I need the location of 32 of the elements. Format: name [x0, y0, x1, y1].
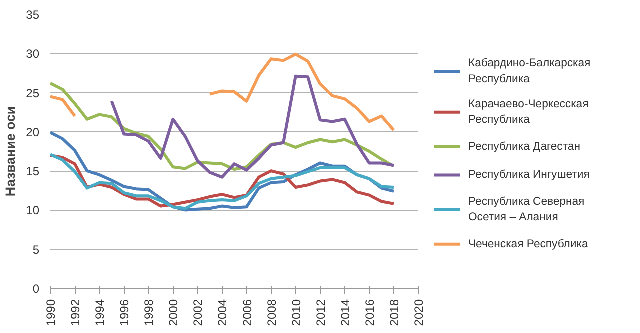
- x-tick-label: 2004: [216, 299, 230, 326]
- legend-label: Республика Северная Осетия – Алания: [468, 196, 585, 224]
- x-tick-label: 2016: [362, 299, 377, 326]
- legend-label: Карачаево-Черкесская Республика: [468, 98, 589, 126]
- legend-label: Республика Ингушетия: [468, 169, 590, 182]
- y-tick-label: 35: [26, 8, 40, 22]
- y-tick-label: 0: [32, 282, 40, 296]
- legend-label: Республика Дагестан: [468, 140, 580, 153]
- x-tick-label: 2002: [191, 299, 206, 326]
- legend-label: Кабардино-Балкарская Республика: [468, 58, 591, 86]
- x-tick-label: 2018: [387, 299, 402, 326]
- y-axis-title: Название оси: [3, 106, 18, 197]
- y-tick-label: 25: [26, 86, 40, 100]
- y-tick-label: 20: [26, 125, 40, 140]
- legend-label: Чеченская Республика: [468, 238, 589, 250]
- y-tick-label: 30: [26, 47, 40, 62]
- x-tick-label: 2010: [289, 299, 304, 326]
- line-series: [110, 74, 396, 179]
- x-tick-label: 2008: [264, 299, 279, 326]
- y-tick-label: 5: [32, 242, 40, 257]
- y-tick-label: 15: [26, 164, 40, 179]
- x-tick-label: 2020: [412, 299, 426, 326]
- x-tick-label: 1996: [118, 299, 132, 326]
- x-tick-label: 1992: [68, 299, 83, 326]
- x-tick-label: 1998: [142, 299, 156, 326]
- x-tick-label: 2000: [166, 299, 181, 326]
- x-tick-label: 2012: [314, 299, 328, 326]
- x-tick-label: 2014: [338, 299, 352, 326]
- x-tick-label: 1990: [44, 299, 58, 326]
- x-tick-label: 2006: [240, 299, 254, 326]
- y-tick-label: 10: [26, 204, 40, 218]
- x-tick-label: 1994: [93, 299, 108, 326]
